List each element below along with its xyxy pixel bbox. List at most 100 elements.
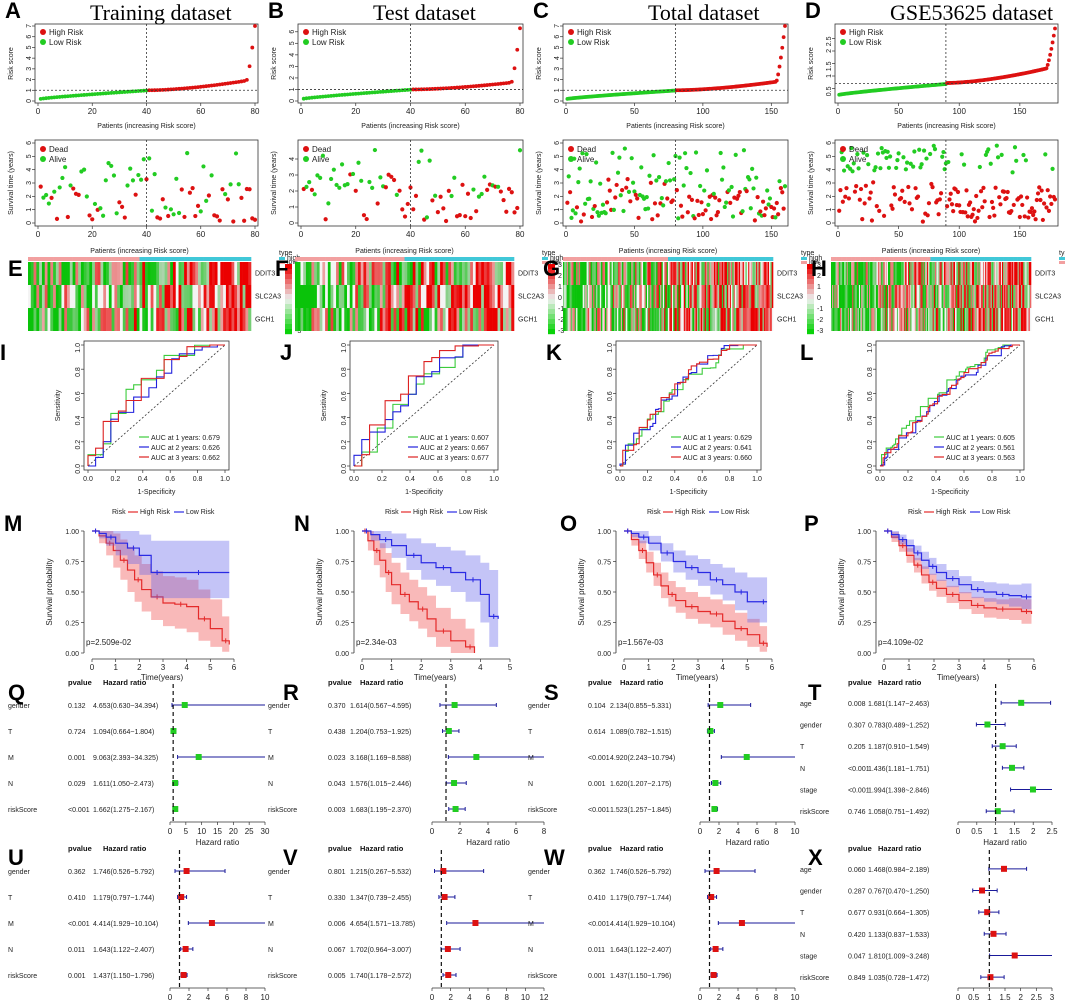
type-bar-cell xyxy=(1028,257,1031,261)
heat-cell xyxy=(921,285,923,308)
heat-cell xyxy=(333,285,337,308)
y-tick-label: 1.00 xyxy=(65,529,79,536)
heat-cell xyxy=(1013,285,1015,308)
heat-cell xyxy=(862,262,864,285)
heat-cell xyxy=(919,308,921,331)
heat-cell xyxy=(910,262,912,285)
scale-tick-label: 1 xyxy=(817,284,821,291)
type-bar-cell xyxy=(654,257,657,261)
heat-cell xyxy=(92,308,96,331)
heat-cell xyxy=(423,262,427,285)
heat-cell xyxy=(918,285,920,308)
survival-point xyxy=(367,179,372,185)
heat-cell xyxy=(322,285,326,308)
heat-cell xyxy=(333,308,337,331)
heat-cell xyxy=(612,308,615,331)
survival-point xyxy=(613,195,618,200)
type-bar-cell xyxy=(478,257,482,261)
color-scale-step xyxy=(807,279,814,285)
km-curve-high xyxy=(92,530,230,645)
survival-point xyxy=(948,191,953,196)
heat-cell xyxy=(871,262,873,285)
heat-cell xyxy=(980,285,983,308)
color-scale-step xyxy=(807,314,814,320)
heat-cell xyxy=(853,308,855,331)
type-bar-cell xyxy=(1024,257,1026,261)
survival-point xyxy=(889,203,894,208)
heat-cell xyxy=(316,285,320,308)
heat-cell xyxy=(678,262,681,285)
type-bar-cell xyxy=(863,257,865,261)
ci-band-high xyxy=(92,531,230,653)
column-title: Training dataset xyxy=(90,0,232,25)
heat-cell xyxy=(978,308,980,331)
heat-cell xyxy=(761,308,763,331)
x-tick-label: 1.0 xyxy=(489,476,499,483)
heat-cell xyxy=(700,262,703,285)
variable-label: T xyxy=(268,895,273,902)
x-tick-label: 1 xyxy=(646,663,651,672)
x-tick-label: 8 xyxy=(244,993,249,1001)
heat-cell xyxy=(641,308,644,331)
heat-cell xyxy=(972,262,975,285)
heat-cell xyxy=(1005,262,1007,285)
heat-cell xyxy=(948,262,950,285)
survival-point xyxy=(566,174,571,179)
x-tick-label: 50 xyxy=(894,107,903,116)
heat-cell xyxy=(696,262,699,285)
type-bar-cell xyxy=(913,257,916,261)
hr-header: Hazard ratio xyxy=(878,678,922,687)
heat-cell xyxy=(623,285,625,308)
heat-cell xyxy=(412,262,416,285)
heat-cell xyxy=(1015,262,1017,285)
heat-cell xyxy=(415,308,419,331)
type-legend-title: type xyxy=(801,250,814,257)
y-tick-label: 0 xyxy=(26,221,33,225)
risk-point xyxy=(490,82,495,87)
heat-cell xyxy=(569,308,572,331)
x-tick-label: 5 xyxy=(508,663,513,672)
heat-cell xyxy=(981,285,984,308)
type-bar-cell xyxy=(86,257,90,261)
heat-cell xyxy=(963,285,966,308)
heat-cell xyxy=(839,262,842,285)
heat-cell xyxy=(666,308,669,331)
heat-cell xyxy=(627,285,629,308)
heat-cell xyxy=(841,285,843,308)
risk-point xyxy=(422,87,427,92)
survival-point xyxy=(1043,152,1048,157)
type-bar-cell xyxy=(217,257,221,261)
type-bar-cell xyxy=(363,257,367,261)
heat-cell xyxy=(459,285,463,308)
heat-cell xyxy=(322,262,326,285)
legend-alive-label: Alive xyxy=(849,155,867,164)
survival-point xyxy=(152,172,157,177)
heat-cell xyxy=(882,285,884,308)
heat-cell xyxy=(128,262,132,285)
type-bar-cell xyxy=(733,257,736,261)
y-axis-label: Risk score xyxy=(536,47,543,80)
type-bar-cell xyxy=(708,257,711,261)
roc-curve-3 xyxy=(880,344,1020,467)
survival-point xyxy=(666,160,671,166)
heat-cell xyxy=(742,285,745,308)
heat-cell xyxy=(748,308,750,331)
survival-point xyxy=(345,182,350,187)
pvalue-label: 0.011 xyxy=(68,947,85,954)
type-bar-cell xyxy=(608,257,611,261)
heat-cell xyxy=(119,262,124,285)
km-plot-O: 0 1 2 3 4 5 60.000.250.500.751.00Time(years)Su… xyxy=(560,509,775,682)
hazard-ratio-point xyxy=(170,728,177,734)
x-tick-label: 1.5 xyxy=(999,993,1011,1001)
survival-point xyxy=(44,192,49,198)
survival-point xyxy=(708,216,714,222)
survival-point xyxy=(699,200,704,205)
type-bar-cell xyxy=(957,257,959,261)
y-tick-label: 2 xyxy=(26,77,33,81)
x-axis-label: Hazard ratio xyxy=(983,838,1027,847)
heat-cell xyxy=(338,262,342,285)
heat-cell xyxy=(996,262,998,285)
type-bar-cell xyxy=(967,257,969,261)
heat-cell xyxy=(574,308,577,331)
